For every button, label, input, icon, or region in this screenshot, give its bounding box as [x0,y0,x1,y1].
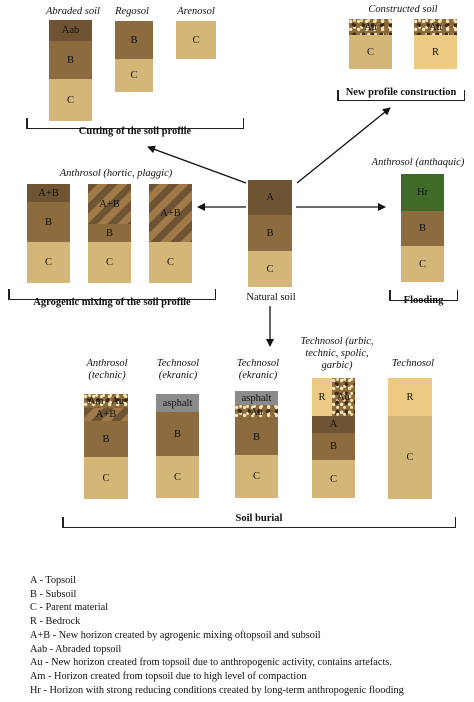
horizon-b: B [49,41,92,79]
caption-burial: Soil burial [235,513,283,524]
legend: A - Topsoil B - Subsoil C - Parent mater… [30,574,404,697]
profile-burial-4: R Au A B C [312,378,355,498]
horizon-ab: A+B [27,184,70,202]
title-technosol-ekranic-2: Technosol (ekranic) [236,358,280,381]
bracket-cutting [26,117,244,129]
profile-regosol: B C [115,21,153,92]
profile-mixing-1: A+B B C [27,184,70,283]
profile-abraded-soil: Aab B C [49,20,92,121]
horizon-b: B [401,211,444,246]
horizon-c: C [248,251,292,287]
title-technosol-ekranic-1: Technosol (ekranic) [156,358,200,381]
legend-item: B - Subsoil [30,588,77,600]
profile-flooding: Hr B C [401,174,444,282]
horizon-r: R [388,378,432,416]
horizon-ab: A+B [88,184,131,224]
horizon-c: C [401,246,444,282]
horizon-aab: Aab [49,20,92,41]
horizon-r: R [312,378,332,416]
horizon-b: B [88,224,131,242]
title-anthrosol-anthaquic: Anthrosol (anthaquic) [371,157,465,168]
horizon-b: B [235,419,278,455]
horizon-b: B [156,412,199,456]
profile-mixing-2: A+B B C [88,184,131,283]
horizon-asphalt: asphalt [156,394,199,412]
title-constructed-soil: Constructed soil [368,4,438,15]
profile-burial-1: Am Au A+B B C [84,394,128,499]
horizon-c: C [388,416,432,499]
title-anthrosol-hortic: Anthrosol (hortic, plaggic) [59,168,173,179]
horizon-b: B [84,421,128,457]
horizon-b: B [115,21,153,59]
horizon-ab: A+B [149,184,192,242]
horizon-c: C [156,456,199,498]
title-arenosol: Arenosol [177,6,215,17]
horizon-ab: A+B [84,408,128,421]
horizon-hr: Hr [401,174,444,211]
caption-cutting: Cutting of the soil profile [78,126,192,137]
horizon-au: Au [111,395,125,407]
horizon-r: R [414,35,457,69]
profile-constructed-1: Au C [349,19,392,69]
label-natural-soil: Natural soil [246,292,296,303]
arrow-to-cutting [147,145,247,184]
legend-item: R - Bedrock [30,616,81,628]
horizon-am-au: Am Au [84,394,128,408]
horizon-c: C [27,242,70,283]
horizon-b: B [248,215,292,251]
profile-natural-soil: A B C [248,180,292,287]
horizon-c: C [312,460,355,498]
horizon-a: A [248,180,292,215]
horizon-c: C [235,455,278,498]
arrow-to-construction [296,107,391,184]
horizon-c: C [115,59,153,92]
legend-item: Hr - Horizon with strong reducing condit… [30,684,404,696]
horizon-au: Au [332,378,355,416]
horizon-b: B [27,202,70,242]
caption-construction: New profile construction [345,87,457,98]
horizon-au: Au [414,19,457,35]
profile-burial-2: asphalt B C [156,394,199,498]
caption-flooding: Flooding [403,295,444,306]
horizon-c: C [49,79,92,121]
profile-burial-5: R C [388,378,432,499]
title-anthrosol-technic: Anthrosol (technic) [86,358,128,381]
bracket-burial [62,516,456,528]
horizon-c: C [349,35,392,69]
legend-item: Am - Horizon created from topsoil due to… [30,670,307,682]
bracket-construction [337,89,465,101]
legend-item: A+B - New horizon created by agrogenic m… [30,629,321,641]
horizon-am: Am [87,395,104,407]
profile-mixing-3: A+B C [149,184,192,283]
legend-item: A - Topsoil [30,575,77,586]
horizon-au: Au [235,405,278,419]
horizon-a: A [312,416,355,433]
horizon-asphalt: asphalt [235,391,278,405]
legend-item: Aab - Abraded topsoil [30,643,122,655]
horizon-c: C [88,242,131,283]
horizon-c: C [149,242,192,283]
bracket-mixing [8,288,216,300]
title-abraded-soil: Abraded soil [46,6,100,17]
legend-item: Au - New horizon created from topsoil du… [30,657,392,669]
legend-item: C - Parent material [30,602,109,614]
horizon-c: C [176,21,216,59]
bracket-flooding [389,289,458,301]
title-technosol-urbic: Technosol (urbic, technic, spolic, garbi… [300,336,374,371]
caption-mixing: Agrogenic mixing of the soil profile [33,297,191,308]
profile-constructed-2: Au R [414,19,457,69]
horizon-b: B [312,433,355,460]
horizon-c: C [84,457,128,499]
horizon-au: Au [349,19,392,35]
title-technosol: Technosol [391,358,435,369]
profile-arenosol: C [176,21,216,59]
profile-burial-3: asphalt Au B C [235,391,278,498]
title-regosol: Regosol [115,6,149,17]
